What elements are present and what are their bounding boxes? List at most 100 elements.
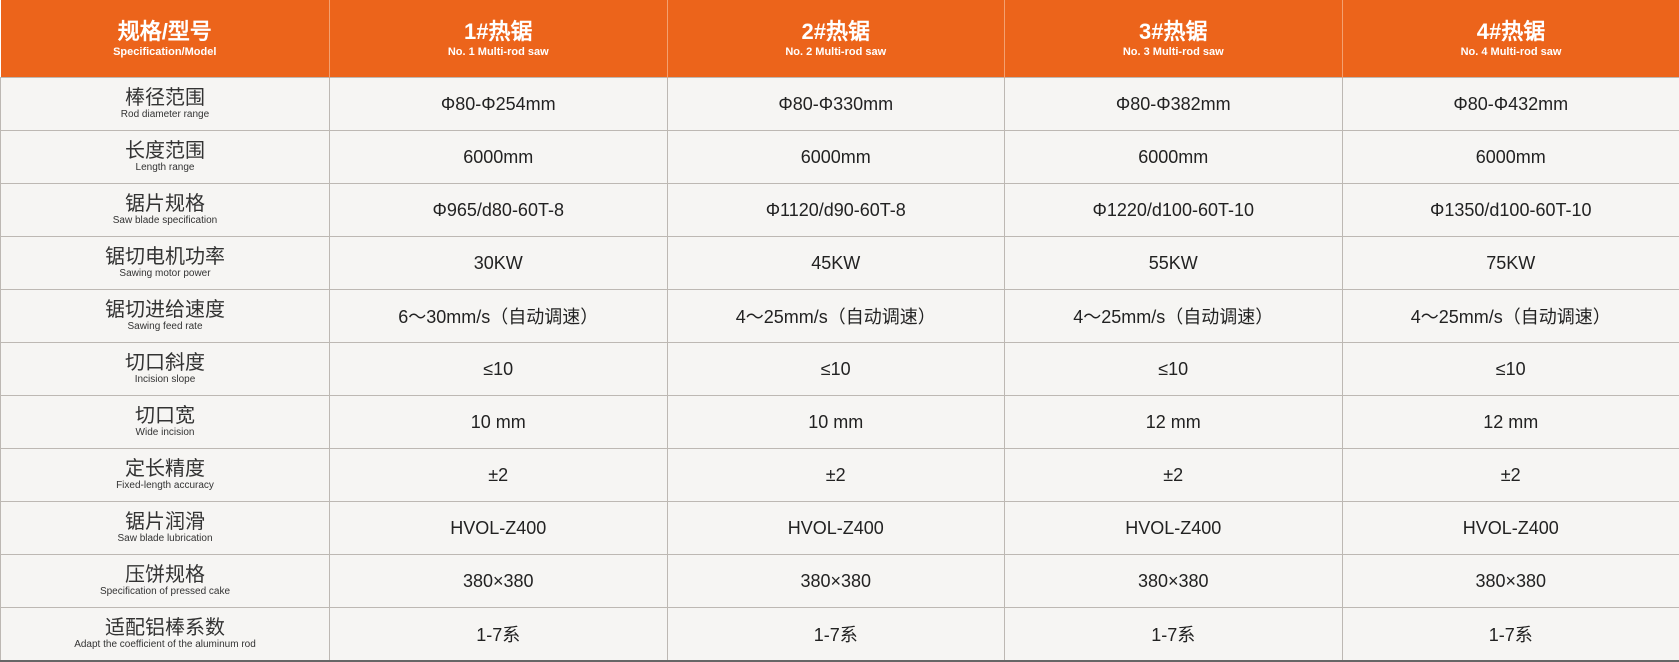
- table-row: 切口斜度 Incision slope≤10≤10≤10≤10: [1, 343, 1679, 396]
- row-label-cn: 锯切电机功率: [1, 246, 329, 268]
- table-row: 定长精度 Fixed-length accuracy±2±2±2±2: [1, 449, 1679, 502]
- row-label-cn: 锯切进给速度: [1, 299, 329, 321]
- model-cn: 3#热锯: [1005, 19, 1342, 45]
- cell-value: 6～30mm/s（自动调速）: [330, 290, 668, 343]
- model-cn: 4#热锯: [1343, 19, 1679, 45]
- model-cn: 1#热锯: [330, 19, 667, 45]
- cell-value: Φ80-Φ254mm: [330, 78, 668, 131]
- cell-value: 1-7系: [1342, 608, 1679, 662]
- cell-value: 1-7系: [1005, 608, 1343, 662]
- row-label-en: Specification of pressed cake: [1, 586, 329, 598]
- cell-value: 12 mm: [1005, 396, 1343, 449]
- cell-value: 10 mm: [667, 396, 1005, 449]
- model-en: No. 2 Multi-rod saw: [668, 45, 1005, 59]
- row-label-cn: 切口斜度: [1, 352, 329, 374]
- cell-value: 4～25mm/s（自动调速）: [667, 290, 1005, 343]
- cell-value: 380×380: [1342, 555, 1679, 608]
- cell-value: ±2: [1005, 449, 1343, 502]
- row-label-cn: 锯片规格: [1, 193, 329, 215]
- cell-value: HVOL-Z400: [1005, 502, 1343, 555]
- row-label: 切口宽 Wide incision: [1, 396, 330, 449]
- table-row: 适配铝棒系数 Adapt the coefficient of the alum…: [1, 608, 1679, 662]
- row-label-en: Saw blade lubrication: [1, 533, 329, 545]
- cell-value: 55KW: [1005, 237, 1343, 290]
- row-label: 定长精度 Fixed-length accuracy: [1, 449, 330, 502]
- model-en: No. 3 Multi-rod saw: [1005, 45, 1342, 59]
- row-label-cn: 切口宽: [1, 405, 329, 427]
- cell-value: 45KW: [667, 237, 1005, 290]
- cell-value: ±2: [330, 449, 668, 502]
- row-label-cn: 适配铝棒系数: [1, 617, 329, 639]
- cell-value: Φ80-Φ330mm: [667, 78, 1005, 131]
- cell-value: Φ1220/d100-60T-10: [1005, 184, 1343, 237]
- row-label-cn: 压饼规格: [1, 564, 329, 586]
- cell-value: HVOL-Z400: [1342, 502, 1679, 555]
- row-label: 锯片规格 Saw blade specification: [1, 184, 330, 237]
- cell-value: ≤10: [330, 343, 668, 396]
- row-label-en: Sawing feed rate: [1, 321, 329, 333]
- row-label: 切口斜度 Incision slope: [1, 343, 330, 396]
- cell-value: 380×380: [330, 555, 668, 608]
- cell-value: 380×380: [1005, 555, 1343, 608]
- cell-value: Φ965/d80-60T-8: [330, 184, 668, 237]
- row-label: 锯切进给速度 Sawing feed rate: [1, 290, 330, 343]
- row-label: 适配铝棒系数 Adapt the coefficient of the alum…: [1, 608, 330, 662]
- row-label-en: Wide incision: [1, 427, 329, 439]
- row-label-en: Fixed-length accuracy: [1, 480, 329, 492]
- cell-value: 4～25mm/s（自动调速）: [1005, 290, 1343, 343]
- row-label-en: Saw blade specification: [1, 215, 329, 227]
- cell-value: ±2: [667, 449, 1005, 502]
- cell-value: Φ80-Φ382mm: [1005, 78, 1343, 131]
- cell-value: Φ80-Φ432mm: [1342, 78, 1679, 131]
- cell-value: 12 mm: [1342, 396, 1679, 449]
- row-label-cn: 定长精度: [1, 458, 329, 480]
- row-label-en: Incision slope: [1, 374, 329, 386]
- header-spec-en: Specification/Model: [1, 45, 330, 59]
- cell-value: ±2: [1342, 449, 1679, 502]
- cell-value: 1-7系: [330, 608, 668, 662]
- cell-value: 30KW: [330, 237, 668, 290]
- row-label-en: Sawing motor power: [1, 268, 329, 280]
- model-en: No. 1 Multi-rod saw: [330, 45, 667, 59]
- model-cn: 2#热锯: [668, 19, 1005, 45]
- cell-value: 6000mm: [1005, 131, 1343, 184]
- row-label: 棒径范围 Rod diameter range: [1, 78, 330, 131]
- cell-value: 75KW: [1342, 237, 1679, 290]
- cell-value: 4～25mm/s（自动调速）: [1342, 290, 1679, 343]
- row-label-en: Adapt the coefficient of the aluminum ro…: [1, 639, 329, 651]
- row-label-cn: 长度范围: [1, 140, 329, 162]
- cell-value: ≤10: [1342, 343, 1679, 396]
- cell-value: 1-7系: [667, 608, 1005, 662]
- row-label-en: Rod diameter range: [1, 109, 329, 121]
- cell-value: 10 mm: [330, 396, 668, 449]
- header-spec-cn: 规格/型号: [1, 19, 330, 45]
- row-label: 锯片润滑 Saw blade lubrication: [1, 502, 330, 555]
- cell-value: 6000mm: [1342, 131, 1679, 184]
- cell-value: 6000mm: [330, 131, 668, 184]
- cell-value: ≤10: [667, 343, 1005, 396]
- row-label-cn: 锯片润滑: [1, 511, 329, 533]
- row-label: 压饼规格 Specification of pressed cake: [1, 555, 330, 608]
- row-label-cn: 棒径范围: [1, 87, 329, 109]
- header-spec: 规格/型号 Specification/Model: [1, 0, 330, 78]
- cell-value: Φ1120/d90-60T-8: [667, 184, 1005, 237]
- row-label-en: Length range: [1, 162, 329, 174]
- row-label: 长度范围 Length range: [1, 131, 330, 184]
- model-en: No. 4 Multi-rod saw: [1343, 45, 1679, 59]
- cell-value: 6000mm: [667, 131, 1005, 184]
- cell-value: Φ1350/d100-60T-10: [1342, 184, 1679, 237]
- cell-value: HVOL-Z400: [667, 502, 1005, 555]
